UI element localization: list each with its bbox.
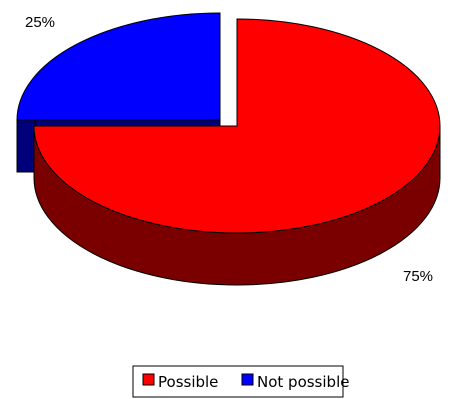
slice-label-possible: 75% (403, 268, 433, 285)
slice-not-possible (16, 12, 221, 121)
slice-possible (33, 18, 441, 234)
slice-edge-not-possible (16, 119, 36, 173)
slice-label-not-possible: 25% (25, 14, 55, 31)
legend-label-not-possible: Not possible (257, 373, 349, 391)
legend: Possible Not possible (132, 365, 349, 398)
legend-swatch-possible (142, 373, 155, 386)
legend-label-possible: Possible (158, 373, 218, 391)
legend-frame (132, 365, 344, 398)
legend-swatch-not-possible (241, 373, 254, 386)
slices-layer (16, 12, 441, 286)
